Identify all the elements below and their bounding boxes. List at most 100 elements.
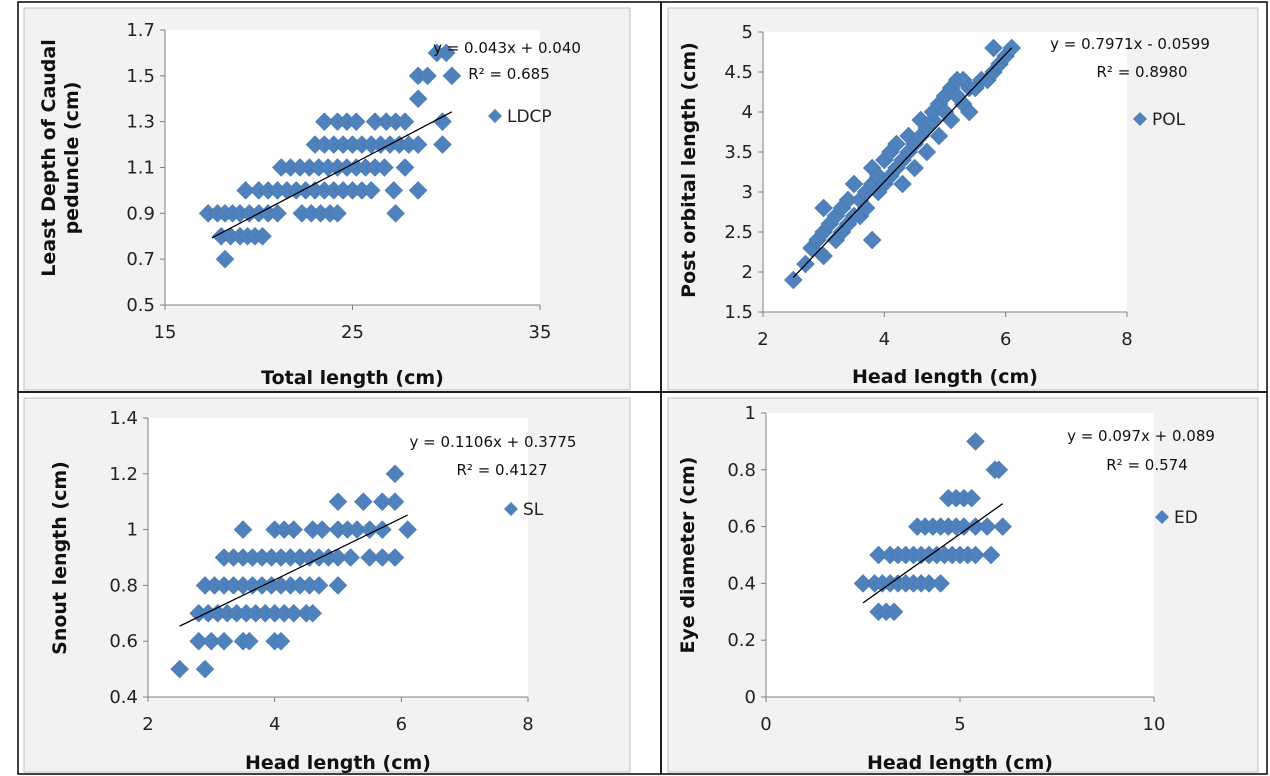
x-tick-label: 8	[1121, 329, 1132, 350]
data-point	[408, 135, 428, 154]
data-point	[398, 520, 418, 539]
x-tick-label: 6	[1000, 329, 1011, 350]
data-point	[385, 492, 405, 512]
data-point	[328, 492, 348, 512]
data-point	[315, 112, 334, 132]
data-point	[931, 574, 950, 593]
data-point	[385, 548, 405, 567]
data-point	[981, 545, 1001, 565]
y-tick-label: 0.2	[727, 630, 756, 651]
data-point	[977, 517, 997, 536]
data-point	[268, 203, 287, 223]
data-point	[962, 488, 981, 508]
x-tick-label: 4	[269, 714, 280, 735]
trendline-r-squared: R² = 0.574	[1106, 456, 1187, 474]
table-grid	[17, 1, 1268, 775]
data-point	[341, 548, 361, 567]
y-tick-label: 0.9	[126, 203, 155, 224]
legend-marker	[504, 502, 518, 516]
data-point	[328, 203, 347, 223]
data-point	[215, 249, 235, 269]
y-tick-label: 0.8	[727, 460, 756, 481]
data-point	[385, 464, 405, 484]
y-tick-label: 1.4	[109, 408, 138, 429]
y-tick-label: 0.5	[126, 295, 155, 316]
plot-area	[763, 32, 1127, 312]
legend: ED	[1155, 508, 1198, 528]
data-point	[361, 181, 381, 200]
x-tick-label: 6	[396, 714, 407, 735]
data-series	[853, 432, 1013, 622]
data-point	[201, 631, 221, 651]
y-tick-label: 0.6	[109, 631, 138, 652]
y-axis-title: Snout length (cm)	[49, 461, 71, 655]
data-point	[312, 520, 332, 539]
trendline	[179, 514, 408, 627]
data-point	[170, 659, 190, 679]
y-tick-label: 1.5	[724, 302, 753, 323]
data-point	[884, 602, 904, 622]
data-point	[214, 631, 234, 651]
x-tick-label: 5	[954, 714, 965, 735]
y-tick-label: 2.5	[724, 222, 753, 243]
data-point	[814, 246, 834, 266]
data-point	[360, 520, 380, 539]
x-tick-label: 8	[522, 714, 533, 735]
x-axis-title: Head length (cm)	[245, 752, 431, 774]
y-tick-label: 1.7	[126, 20, 155, 41]
y-tick-label: 1.5	[126, 66, 155, 87]
data-point	[309, 576, 329, 595]
chart-panel-3: 0.4 0.6 0.8 1 1.2 1.4 2 4 6 8 y = 0.1106x + 0.3775…	[23, 397, 631, 774]
data-point	[271, 631, 291, 651]
x-axis-title: Head length (cm)	[867, 752, 1053, 774]
data-point	[814, 198, 834, 218]
data-point	[233, 520, 253, 539]
trendline	[792, 47, 1013, 278]
trendline-r-squared: R² = 0.685	[468, 65, 549, 83]
data-point	[862, 230, 882, 250]
trendline	[211, 111, 453, 239]
legend-label: SL	[523, 500, 544, 520]
data-point	[917, 142, 937, 162]
data-point	[959, 102, 979, 122]
data-point	[239, 631, 259, 651]
data-point	[966, 545, 985, 565]
legend: LDCP	[488, 107, 552, 127]
data-point	[372, 548, 392, 567]
data-point	[360, 548, 380, 567]
x-tick-label: 2	[142, 714, 153, 735]
trendline-equation: y = 0.043x + 0.040	[433, 39, 581, 57]
y-axis-title: Least Depth of Caudalpeduncle (cm)	[38, 39, 83, 276]
legend-marker	[1155, 510, 1169, 524]
trendline-r-squared: R² = 0.4127	[456, 461, 547, 479]
legend-marker	[1133, 112, 1147, 126]
y-tick-label: 1.2	[109, 464, 138, 485]
legend-label: LDCP	[507, 107, 552, 127]
data-point	[236, 181, 255, 200]
legend-label: POL	[1152, 110, 1186, 130]
data-point	[372, 492, 392, 512]
data-point	[893, 174, 912, 194]
data-point	[375, 158, 394, 177]
legend-label: ED	[1174, 508, 1198, 528]
data-point	[346, 112, 366, 132]
y-tick-label: 1.3	[126, 112, 155, 133]
x-tick-label: 15	[154, 322, 177, 343]
data-point	[395, 158, 415, 177]
data-point	[328, 576, 348, 595]
data-point	[347, 520, 367, 539]
data-point	[384, 181, 404, 200]
data-point	[284, 520, 304, 539]
data-point	[253, 226, 272, 246]
x-tick-label: 0	[760, 714, 771, 735]
data-point	[408, 181, 428, 200]
y-tick-label: 4	[742, 102, 753, 123]
data-point	[856, 198, 876, 218]
data-point	[887, 134, 906, 154]
data-point	[433, 112, 452, 132]
trendline	[862, 503, 1004, 604]
data-point	[984, 38, 1003, 58]
trendline-r-squared: R² = 0.8980	[1096, 63, 1187, 81]
y-tick-label: 1	[745, 403, 756, 424]
y-tick-label: 4.5	[724, 62, 753, 83]
